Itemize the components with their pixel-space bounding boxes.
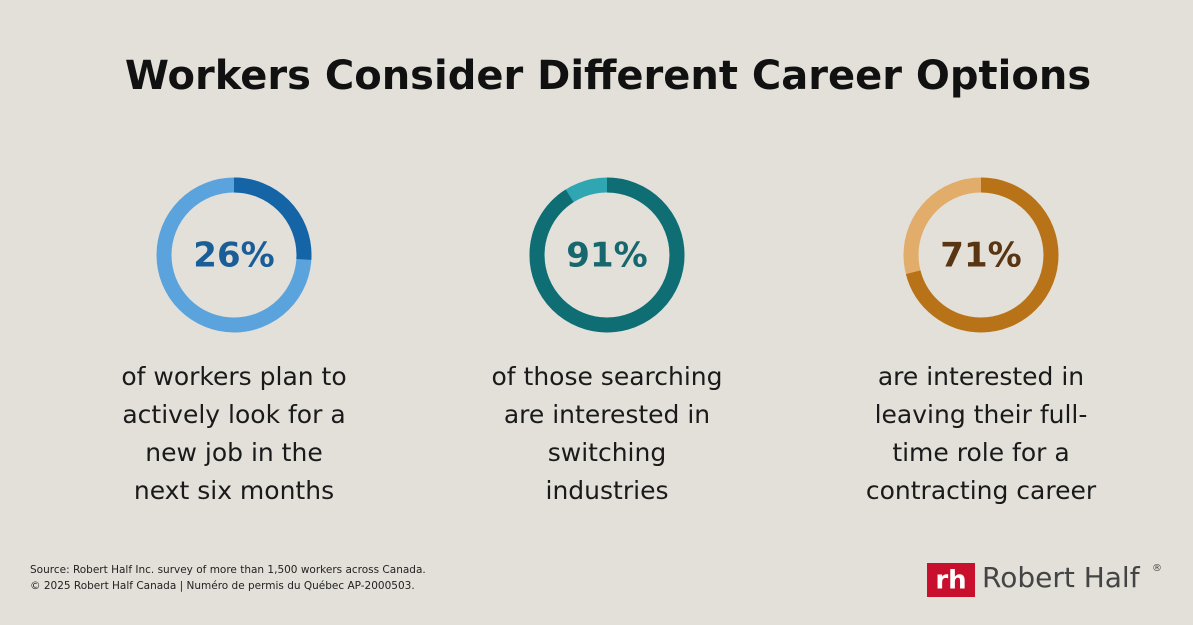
percent-label: 26% (193, 236, 274, 276)
percent-label: 91% (566, 236, 647, 276)
donut-arc (156, 177, 312, 333)
caption-line: are interested in (504, 400, 710, 429)
copyright-note: © 2025 Robert Half Canada | Numéro de pe… (30, 580, 415, 592)
caption-line: next six months (134, 476, 334, 505)
percent-label: 71% (940, 236, 1021, 276)
caption-line: new job in the (145, 438, 322, 467)
logo-registered: ® (1152, 563, 1162, 574)
donut-arc (529, 177, 685, 333)
caption-line: time role for a (892, 438, 1069, 467)
logo-mark: rh (935, 566, 966, 596)
caption-line: actively look for a (122, 400, 345, 429)
caption-line: leaving their full- (875, 400, 1088, 429)
caption-line: of workers plan to (121, 362, 346, 391)
caption-line: are interested in (878, 362, 1084, 391)
logo: rh Robert Half ® (927, 561, 1162, 597)
logo-box (927, 563, 975, 597)
caption-line: contracting career (866, 476, 1097, 505)
caption-line: industries (546, 476, 669, 505)
source-note: Source: Robert Half Inc. survey of more … (30, 564, 426, 576)
title: Workers Consider Different Career Option… (125, 53, 1091, 99)
caption-line: of those searching (491, 362, 722, 391)
caption-line: switching (548, 438, 666, 467)
donut-arc (903, 177, 1059, 333)
logo-name: Robert Half (982, 561, 1141, 594)
